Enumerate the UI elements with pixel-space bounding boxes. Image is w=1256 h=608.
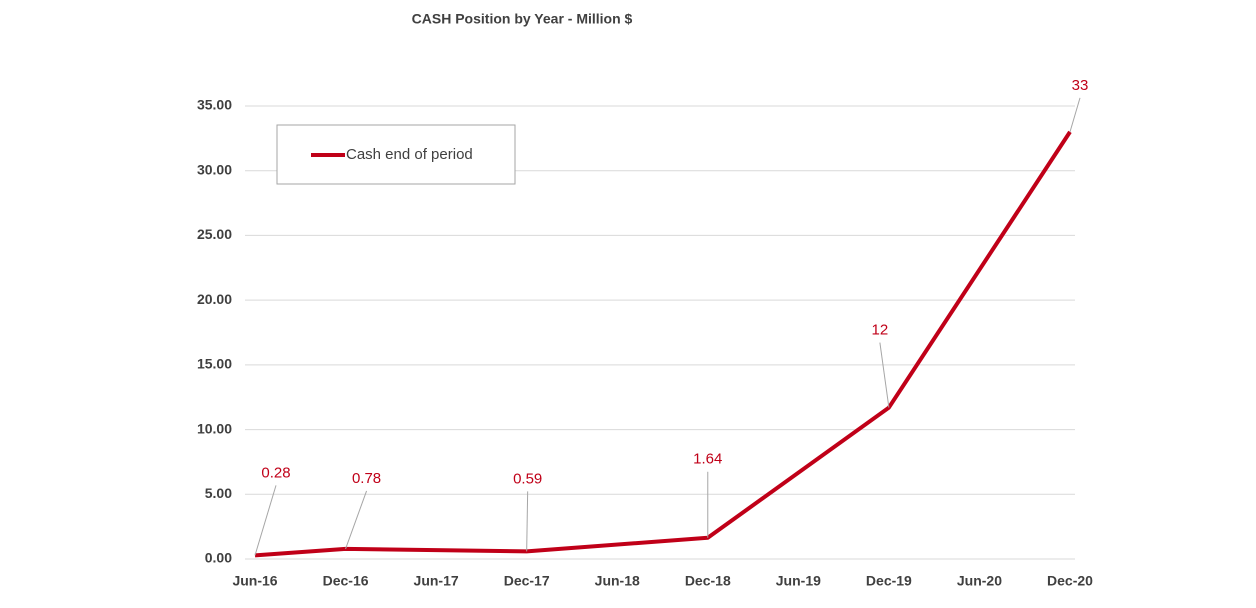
x-tick-label: Dec-18 <box>685 573 731 589</box>
data-label: 0.28 <box>261 464 290 481</box>
x-tick-label: Jun-18 <box>595 573 640 589</box>
y-tick-label: 15.00 <box>197 356 232 372</box>
x-tick-label: Dec-20 <box>1047 573 1093 589</box>
x-tick-label: Jun-16 <box>232 573 277 589</box>
x-tick-label: Dec-16 <box>323 573 369 589</box>
leader-line <box>879 342 890 408</box>
y-tick-label: 35.00 <box>197 97 232 113</box>
y-tick-label: 0.00 <box>205 550 232 566</box>
leader-line <box>1069 97 1081 133</box>
x-tick-label: Dec-17 <box>504 573 550 589</box>
data-label: 0.78 <box>352 470 381 487</box>
legend-label: Cash end of period <box>346 146 473 163</box>
y-tick-label: 20.00 <box>197 291 232 307</box>
leader-line <box>345 490 368 550</box>
chart-title: CASH Position by Year - Million $ <box>412 11 633 27</box>
x-tick-label: Jun-19 <box>776 573 821 589</box>
data-label: 1.64 <box>693 451 722 468</box>
y-tick-label: 30.00 <box>197 161 232 177</box>
data-label: 0.59 <box>513 470 542 487</box>
line <box>254 130 1072 558</box>
data-label: 12 <box>872 322 889 339</box>
leader-line <box>526 491 529 552</box>
x-tick-label: Jun-20 <box>957 573 1002 589</box>
x-tick-label: Jun-17 <box>414 573 459 589</box>
y-tick-label: 10.00 <box>197 420 232 436</box>
data-label: 33 <box>1072 77 1089 94</box>
y-tick-label: 5.00 <box>205 485 232 501</box>
y-tick-label: 25.00 <box>197 226 232 242</box>
x-tick-label: Dec-19 <box>866 573 912 589</box>
leader-line <box>254 485 277 556</box>
